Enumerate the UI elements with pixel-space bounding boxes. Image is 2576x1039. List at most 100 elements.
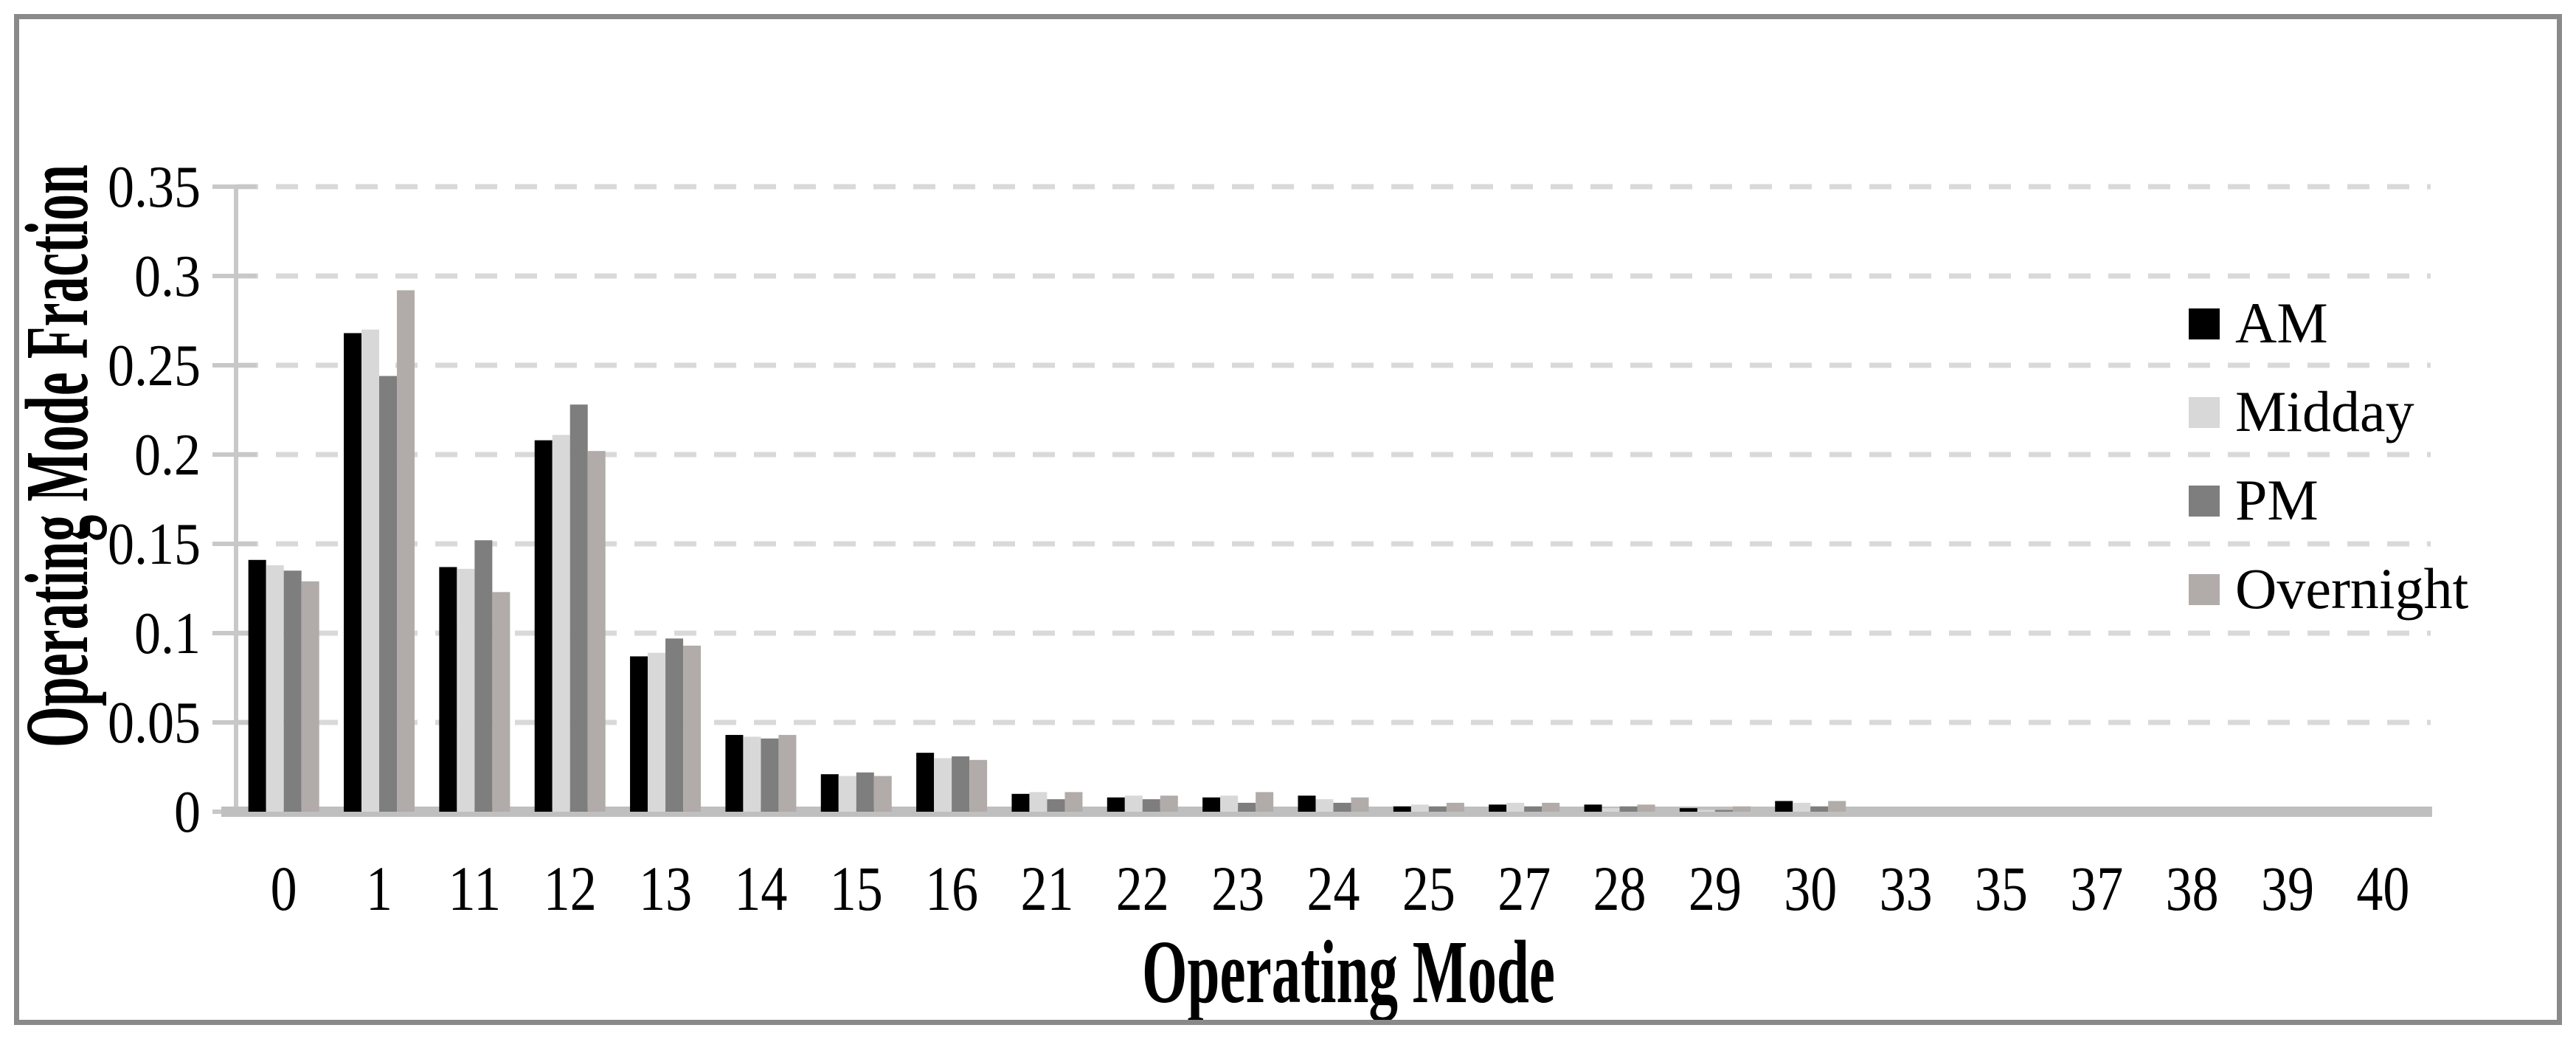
x-tick-label: 35 — [1975, 853, 2028, 924]
bar-am-mode-23 — [1202, 797, 1221, 812]
x-tick-label: 40 — [2356, 853, 2409, 924]
bar-midday-mode-15 — [838, 776, 856, 812]
x-tick-label: 14 — [734, 853, 787, 924]
bar-overnight-mode-14 — [778, 734, 797, 812]
legend-swatch-am — [2189, 308, 2220, 339]
bar-midday-mode-21 — [1029, 792, 1048, 812]
bar-am-mode-15 — [820, 774, 839, 812]
bar-overnight-mode-13 — [683, 645, 702, 812]
x-tick-label: 21 — [1020, 853, 1073, 924]
bar-overnight-mode-12 — [587, 451, 606, 812]
x-tick-label: 11 — [448, 853, 501, 924]
bar-am-mode-27 — [1489, 804, 1507, 812]
x-tick-label: 1 — [366, 853, 392, 924]
x-tick-label: 15 — [830, 853, 883, 924]
bar-pm-mode-14 — [761, 738, 779, 812]
bar-midday-mode-22 — [1124, 795, 1143, 812]
x-tick-label: 13 — [639, 853, 692, 924]
bar-pm-mode-12 — [569, 404, 588, 812]
bar-am-mode-28 — [1584, 804, 1602, 812]
y-tick-label: 0.05 — [108, 691, 201, 756]
bar-overnight-mode-23 — [1256, 792, 1274, 812]
x-tick-label: 28 — [1593, 853, 1647, 924]
bar-midday-mode-25 — [1410, 804, 1429, 812]
bar-pm-mode-25 — [1428, 806, 1447, 812]
legend-swatch-pm — [2189, 486, 2220, 517]
bar-overnight-mode-30 — [1828, 801, 1846, 812]
bar-pm-mode-21 — [1047, 799, 1065, 812]
bar-pm-mode-0 — [283, 570, 302, 812]
bar-pm-mode-30 — [1810, 806, 1829, 812]
x-tick-label: 37 — [2070, 853, 2123, 924]
legend-label-pm: PM — [2235, 468, 2319, 532]
bar-am-mode-22 — [1107, 797, 1125, 812]
tick-labels: 00.050.10.150.20.250.30.350 1 11 12 13 14 15 16… — [108, 155, 2409, 924]
bar-overnight-mode-1 — [397, 290, 415, 812]
bar-pm-mode-27 — [1524, 806, 1543, 812]
y-axis-title: Operating Mode Fraction — [7, 165, 107, 748]
bar-am-mode-1 — [344, 333, 362, 812]
bar-midday-mode-0 — [266, 565, 284, 812]
bar-am-mode-11 — [439, 567, 457, 812]
bar-overnight-mode-22 — [1160, 795, 1178, 812]
bar-am-mode-13 — [630, 656, 648, 812]
bar-midday-mode-16 — [934, 758, 952, 812]
bar-pm-mode-22 — [1142, 799, 1160, 812]
legend-label-am: AM — [2235, 291, 2328, 355]
bar-overnight-mode-25 — [1446, 802, 1464, 812]
legend-label-midday: Midday — [2235, 379, 2414, 443]
bar-midday-mode-14 — [743, 736, 761, 812]
legend-swatch-overnight — [2189, 574, 2220, 605]
bar-midday-mode-23 — [1220, 795, 1239, 812]
bar-overnight-mode-24 — [1351, 797, 1369, 812]
bar-overnight-mode-21 — [1064, 792, 1083, 812]
x-tick-label: 27 — [1498, 853, 1551, 924]
y-tick-label: 0.15 — [108, 512, 201, 577]
bars — [248, 290, 1846, 812]
bar-pm-mode-29 — [1714, 810, 1733, 812]
bar-overnight-mode-15 — [873, 776, 892, 812]
bar-pm-mode-28 — [1619, 806, 1638, 812]
bar-pm-mode-16 — [952, 756, 970, 812]
bar-pm-mode-11 — [474, 540, 493, 812]
bar-am-mode-24 — [1298, 795, 1316, 812]
bar-midday-mode-27 — [1506, 802, 1525, 812]
x-tick-label: 25 — [1402, 853, 1455, 924]
bar-overnight-mode-29 — [1732, 806, 1751, 812]
bar-am-mode-0 — [248, 559, 266, 812]
x-tick-label: 12 — [544, 853, 597, 924]
bar-pm-mode-24 — [1333, 802, 1351, 812]
x-tick-label: 29 — [1689, 853, 1742, 924]
bar-am-mode-16 — [916, 753, 935, 812]
y-tick-label: 0.2 — [134, 423, 201, 488]
x-tick-label: 16 — [925, 853, 978, 924]
bar-am-mode-21 — [1011, 793, 1030, 812]
y-tick-label: 0.1 — [134, 601, 201, 666]
legend-label-overnight: Overnight — [2235, 556, 2469, 621]
bar-midday-mode-24 — [1315, 799, 1334, 812]
y-tick-label: 0 — [174, 780, 201, 845]
bar-am-mode-29 — [1679, 808, 1697, 812]
bar-midday-mode-13 — [648, 652, 666, 812]
bar-overnight-mode-11 — [492, 592, 510, 812]
bar-overnight-mode-16 — [969, 759, 988, 812]
bar-pm-mode-13 — [665, 638, 684, 812]
x-tick-label: 38 — [2166, 853, 2219, 924]
bar-midday-mode-1 — [361, 329, 380, 812]
bar-am-mode-14 — [725, 734, 744, 812]
bar-am-mode-12 — [534, 440, 553, 812]
bar-midday-mode-29 — [1697, 810, 1715, 812]
y-tick-label: 0.25 — [108, 334, 201, 398]
x-tick-label: 0 — [271, 853, 297, 924]
bar-am-mode-30 — [1775, 801, 1793, 812]
bar-midday-mode-12 — [552, 435, 570, 812]
bar-am-mode-25 — [1393, 806, 1411, 812]
bar-midday-mode-30 — [1793, 802, 1811, 812]
y-tick-label: 0.3 — [134, 244, 201, 309]
y-tick-label: 0.35 — [108, 155, 201, 220]
legend: AM Midday PM Overnight — [2189, 291, 2469, 621]
x-axis-title: Operating Mode — [1142, 922, 1555, 1022]
bar-midday-mode-11 — [457, 568, 475, 812]
legend-swatch-midday — [2189, 397, 2220, 428]
